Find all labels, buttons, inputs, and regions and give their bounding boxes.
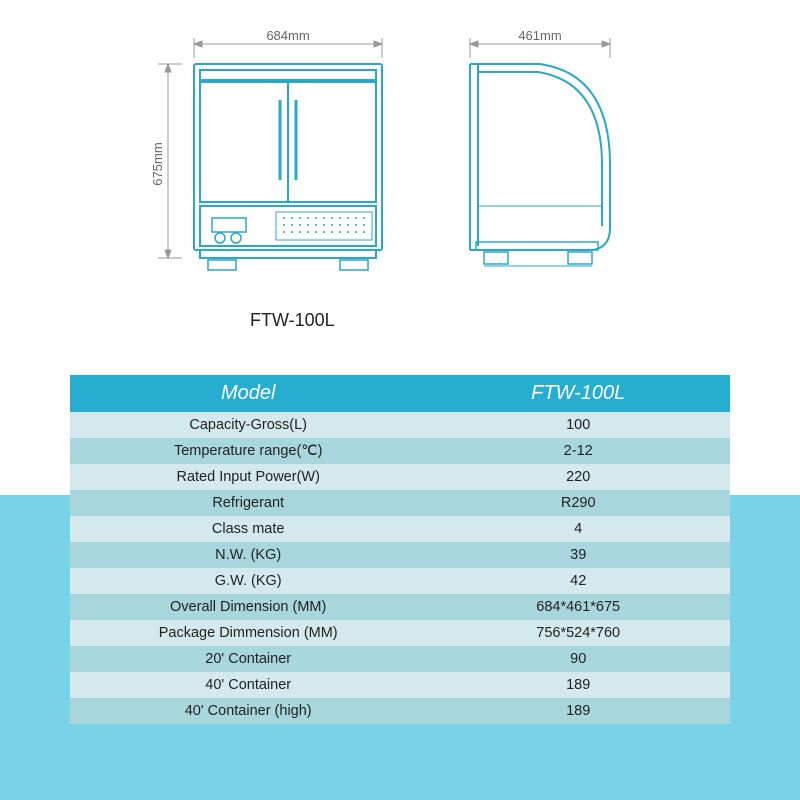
spec-table-header-row: Model FTW-100L — [70, 375, 730, 412]
table-row: RefrigerantR290 — [70, 490, 730, 516]
spec-value: 220 — [426, 464, 730, 490]
table-row: 40' Container189 — [70, 672, 730, 698]
spec-table: Model FTW-100L Capacity-Gross(L)100Tempe… — [70, 375, 730, 724]
spec-label: G.W. (KG) — [70, 568, 426, 594]
spec-value: 684*461*675 — [426, 594, 730, 620]
spec-value: 42 — [426, 568, 730, 594]
spec-value: 39 — [426, 542, 730, 568]
side-view-drawing: 461mm — [440, 30, 650, 280]
spec-label: N.W. (KG) — [70, 542, 426, 568]
depth-dim-label: 461mm — [518, 30, 561, 43]
table-row: Overall Dimension (MM)684*461*675 — [70, 594, 730, 620]
spec-label: 40' Container — [70, 672, 426, 698]
table-row: N.W. (KG)39 — [70, 542, 730, 568]
spec-value: 756*524*760 — [426, 620, 730, 646]
table-row: Rated Input Power(W)220 — [70, 464, 730, 490]
spec-value: 4 — [426, 516, 730, 542]
spec-value: 90 — [426, 646, 730, 672]
spec-table-body: Capacity-Gross(L)100Temperature range(℃)… — [70, 412, 730, 724]
spec-value: 189 — [426, 672, 730, 698]
height-dim-label: 675mm — [150, 142, 165, 185]
spec-label: Class mate — [70, 516, 426, 542]
table-row: G.W. (KG)42 — [70, 568, 730, 594]
width-dim-label: 684mm — [266, 30, 309, 43]
page-content: 684mm 675mm — [0, 0, 800, 724]
spec-value: 100 — [426, 412, 730, 438]
spec-label: 40' Container (high) — [70, 698, 426, 724]
spec-label: Refrigerant — [70, 490, 426, 516]
spec-value: 2-12 — [426, 438, 730, 464]
model-label: FTW-100L — [60, 310, 740, 331]
spec-value: 189 — [426, 698, 730, 724]
table-row: Class mate4 — [70, 516, 730, 542]
table-row: Temperature range(℃)2-12 — [70, 438, 730, 464]
technical-drawings: 684mm 675mm — [60, 30, 740, 280]
table-row: Capacity-Gross(L)100 — [70, 412, 730, 438]
table-row: Package Dimmension (MM)756*524*760 — [70, 620, 730, 646]
spec-header-value: FTW-100L — [426, 375, 730, 412]
spec-label: Package Dimmension (MM) — [70, 620, 426, 646]
spec-label: 20' Container — [70, 646, 426, 672]
front-view-drawing: 684mm 675mm — [120, 30, 410, 280]
table-row: 20' Container90 — [70, 646, 730, 672]
spec-label: Capacity-Gross(L) — [70, 412, 426, 438]
spec-value: R290 — [426, 490, 730, 516]
spec-label: Rated Input Power(W) — [70, 464, 426, 490]
spec-header-model: Model — [70, 375, 426, 412]
spec-label: Temperature range(℃) — [70, 438, 426, 464]
table-row: 40' Container (high)189 — [70, 698, 730, 724]
spec-label: Overall Dimension (MM) — [70, 594, 426, 620]
